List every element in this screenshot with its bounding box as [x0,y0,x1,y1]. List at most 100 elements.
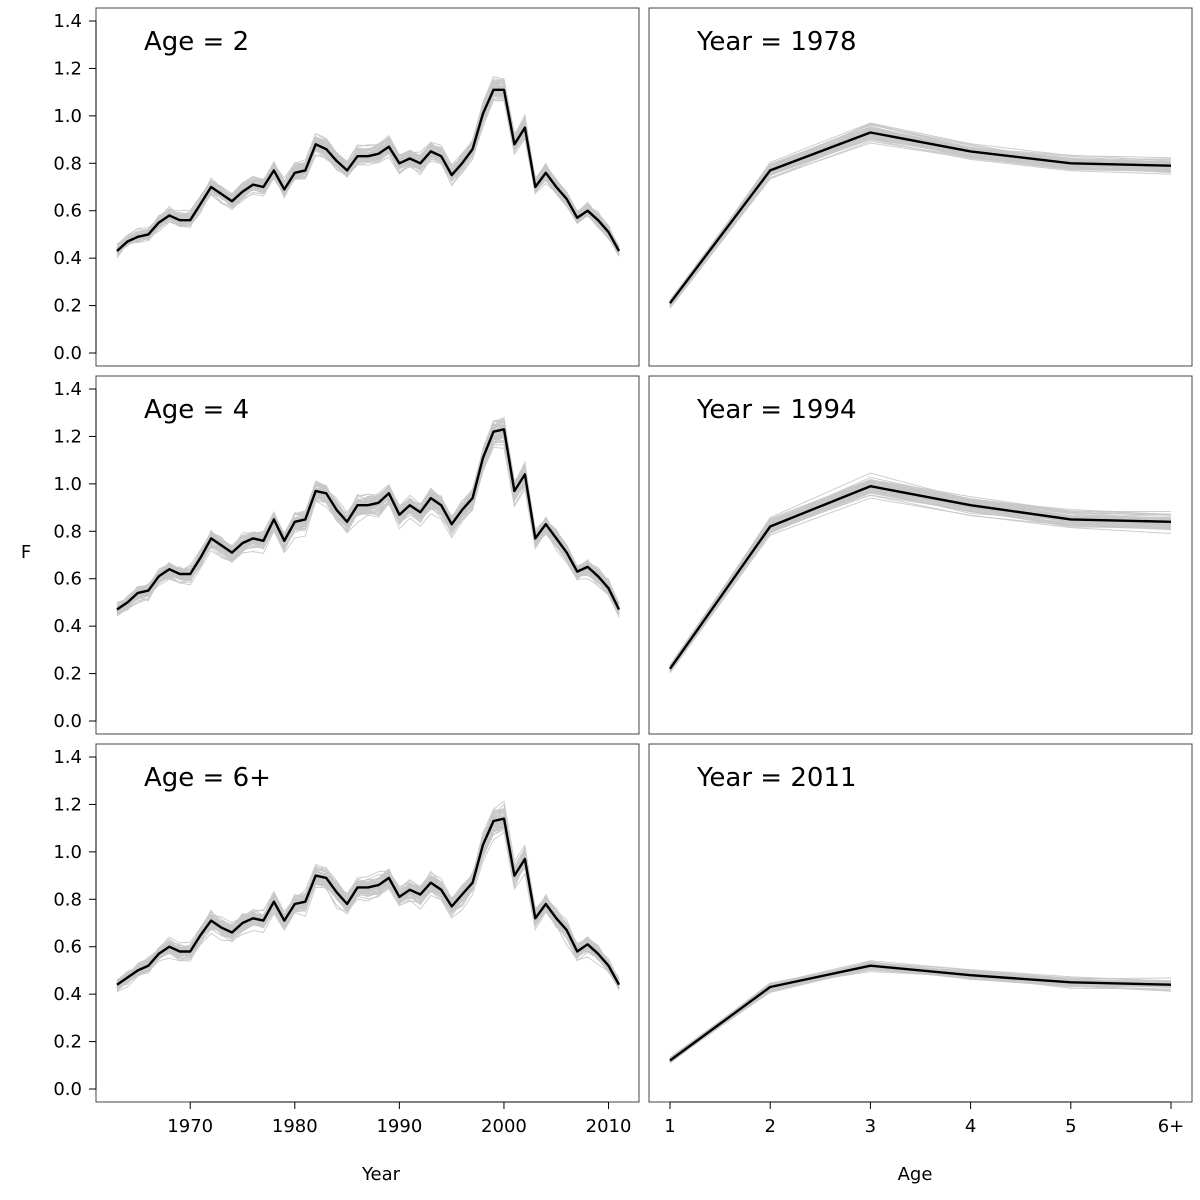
replicate-line [669,497,1172,673]
replicate-line [116,824,620,990]
series-line-estimate [116,817,621,986]
y-tick-label: 0.0 [53,343,82,364]
panel-title: Year = 2011 [696,763,857,793]
replicate-line [669,962,1172,1059]
replicate-line [669,128,1172,305]
replicate-line [669,962,1172,1060]
y-tick-label: 0.4 [53,248,82,269]
replicate-line [669,960,1172,1062]
replicate-line [669,480,1172,672]
replicate-line [669,964,1172,1062]
replicate-line [116,425,620,612]
panel-title: Year = 1978 [696,27,857,57]
y-tick-label: 0.0 [53,711,82,732]
replicate-line [669,479,1172,668]
replicate-band [116,416,620,618]
replicate-line [669,127,1172,303]
replicate-line [116,423,620,611]
replicate-line [669,479,1172,667]
x-tick-label: 1 [664,1116,675,1137]
series-line-estimate [669,485,1172,670]
panel-title: Age = 2 [144,27,249,57]
replicate-line [116,424,620,612]
replicate-line [669,480,1172,670]
panel-3: Age = 4 0.0 0.2 0.4 0.6 0.8 1.0 1.2 1.4 [53,375,640,735]
y-tick-label: 0.2 [53,664,82,685]
replicate-line [116,446,620,618]
replicate-line [669,126,1172,304]
y-tick-label: 1.0 [53,106,82,127]
chart-panels: Age = 2 0.0 0.2 0.4 0.6 0.8 1.0 1.2 1.4 Year = 19… [53,7,1193,1137]
x-tick-label: 1980 [272,1116,318,1137]
panel-title: Year = 1994 [696,395,857,425]
replicate-line [669,486,1172,672]
replicate-band [116,76,620,259]
y-axis-label: F [21,542,31,563]
series-line-estimate [669,131,1172,304]
x-axis: 1970 1980 1990 2000 2010 [167,1101,632,1137]
y-tick-label: 0.8 [53,153,82,174]
series-line-estimate [116,88,621,252]
replicate-line [669,135,1172,303]
panel-2: Year = 1978 [648,7,1193,367]
x-tick-label: 4 [965,1116,976,1137]
panel-title: Age = 6+ [144,763,271,793]
x-tick-label: 2000 [481,1116,527,1137]
replicate-line [116,831,620,993]
replicate-line [669,130,1172,307]
replicate-line [669,486,1172,670]
y-tick-label: 0.6 [53,201,82,222]
replicate-line [669,128,1172,304]
y-tick-label: 1.2 [53,794,82,815]
replicate-line [116,425,620,608]
replicate-line [669,481,1172,669]
panel-frame [648,7,1193,367]
x-tick-label: 2010 [586,1116,632,1137]
y-tick-label: 1.2 [53,426,82,447]
replicate-line [669,479,1172,666]
x-tick-label: 5 [1065,1116,1076,1137]
replicate-line [669,125,1172,303]
y-tick-label: 1.0 [53,842,82,863]
replicate-line [669,122,1172,305]
replicate-line [669,483,1172,669]
series-line-estimate [669,964,1172,1062]
replicate-line [669,131,1172,301]
y-tick-label: 1.0 [53,474,82,495]
panel-4: Year = 1994 [648,375,1193,735]
replicate-line [116,426,620,612]
replicate-line [669,480,1172,670]
replicate-band [669,122,1172,309]
replicate-line [669,964,1172,1062]
replicate-line [669,124,1172,303]
x-tick-label: 1990 [376,1116,422,1137]
y-tick-label: 0.8 [53,889,82,910]
replicate-line [669,127,1172,301]
y-tick-label: 1.4 [53,379,82,400]
replicate-line [669,961,1172,1061]
replicate-line [669,962,1172,1059]
y-tick-label: 1.4 [53,11,82,32]
replicate-line [669,136,1172,307]
replicate-line [116,423,620,608]
replicate-line [669,964,1172,1060]
replicate-line [669,127,1172,302]
panel-6: Year = 2011 1 2 3 4 5 6+ [648,743,1193,1137]
replicate-line [669,124,1172,305]
y-tick-label: 1.4 [53,747,82,768]
replicate-line [669,131,1172,301]
y-tick-label: 0.2 [53,296,82,317]
replicate-band [669,472,1172,674]
x-axis: 1 2 3 4 5 6+ [664,1101,1184,1137]
panel-5: Age = 6+ 0.0 0.2 0.4 0.6 0.8 1.0 1.2 1.4 1970 1980… [53,743,640,1137]
x-tick-label: 1970 [167,1116,213,1137]
y-axis: 0.0 0.2 0.4 0.6 0.8 1.0 1.2 1.4 [53,11,97,364]
panel-1: Age = 2 0.0 0.2 0.4 0.6 0.8 1.0 1.2 1.4 [53,7,640,367]
replicate-line [669,130,1171,307]
replicate-band [669,960,1172,1064]
panel-frame [648,743,1193,1103]
replicate-line [116,99,620,256]
y-tick-label: 1.2 [53,58,82,79]
panel-frame [95,375,640,735]
